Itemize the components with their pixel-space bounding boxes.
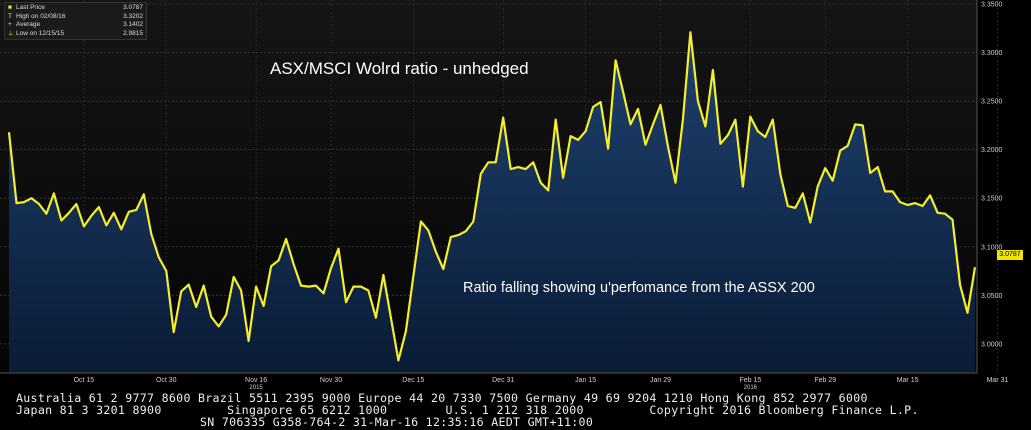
- legend-marker-icon: ■: [8, 4, 12, 11]
- area-fill: [9, 32, 975, 373]
- legend-entry: ⊥ Low on 12/15/15 2.9815: [8, 30, 143, 39]
- y-tick-label: 3.0500: [981, 293, 1003, 300]
- y-tick-label: 3.3500: [981, 2, 1003, 9]
- price-chart: 3.3500 3.3000 3.2500 3.2000 3.1500 3.1000 3.05…: [0, 0, 1009, 391]
- legend-value: 2.9815: [123, 29, 143, 37]
- x-tick-label: Mar 15: [897, 377, 919, 384]
- footer-line-1: Australia 61 2 9777 8600 Brazil 5511 239…: [16, 391, 868, 405]
- legend-entry: + Average 3.1402: [8, 21, 143, 30]
- legend-label: Low on 12/15/15: [16, 29, 65, 37]
- chart-annotation: Ratio falling showing u'perfomance from …: [463, 280, 815, 296]
- y-tick-label: 3.3000: [981, 50, 1003, 57]
- bloomberg-footer: Australia 61 2 9777 8600 Brazil 5511 239…: [0, 391, 1031, 430]
- footer-line-2: Japan 81 3 3201 8900 Singapore 65 6212 1…: [16, 403, 919, 417]
- legend-value: 3.3202: [123, 12, 143, 20]
- legend-marker-icon: T: [8, 12, 12, 20]
- x-tick-label: Mar 31: [987, 377, 1009, 384]
- x-tick-label: Dec 31: [492, 377, 514, 384]
- x-tick-label: Jan 29: [650, 377, 671, 384]
- footer-line-3: SN 706335 G358-764-2 31-Mar-16 12:35:16 …: [200, 415, 594, 429]
- x-tick-label: Feb 29: [814, 377, 836, 384]
- x-tick-label: Oct 15: [74, 377, 95, 384]
- x-tick-year-label: 2015: [249, 385, 263, 391]
- y-tick-label: 3.0000: [981, 341, 1003, 348]
- legend-value: 3.0787: [123, 4, 143, 11]
- last-price-tag: 3.0787: [997, 250, 1023, 260]
- legend-marker-icon: +: [8, 21, 12, 28]
- x-tick-label: Feb 15: [739, 377, 761, 384]
- legend: ■ Last Price 3.0787 T High on 02/08/16 3.3202…: [4, 2, 147, 40]
- y-tick-label: 3.1000: [981, 244, 1003, 251]
- x-tick-year-label: 2016: [744, 385, 758, 391]
- y-tick-label: 3.2000: [981, 147, 1003, 154]
- x-tick-label: Oct 30: [156, 377, 177, 384]
- x-tick-label: Dec 15: [402, 377, 424, 384]
- legend-label: High on 02/08/16: [16, 12, 66, 20]
- legend-entry: ■ Last Price 3.0787: [8, 4, 143, 13]
- x-tick-label: Jan 15: [575, 377, 596, 384]
- x-tick-label: Nov 16: [245, 377, 267, 384]
- y-tick-label: 3.2500: [981, 99, 1003, 106]
- price-line: [7, 31, 977, 362]
- x-tick-label: Nov 30: [320, 377, 342, 384]
- legend-label: Average: [16, 21, 41, 28]
- legend-label: Last Price: [16, 4, 45, 11]
- legend-marker-icon: ⊥: [8, 29, 14, 37]
- chart-title: ASX/MSCI Wolrd ratio - unhedged: [270, 59, 529, 78]
- y-tick-label: 3.1500: [981, 196, 1003, 203]
- legend-entry: T High on 02/08/16 3.3202: [8, 13, 143, 22]
- y-axis-ticks: 3.3500 3.3000 3.2500 3.2000 3.1500 3.1000 3.05…: [981, 2, 1003, 349]
- legend-value: 3.1402: [123, 21, 143, 28]
